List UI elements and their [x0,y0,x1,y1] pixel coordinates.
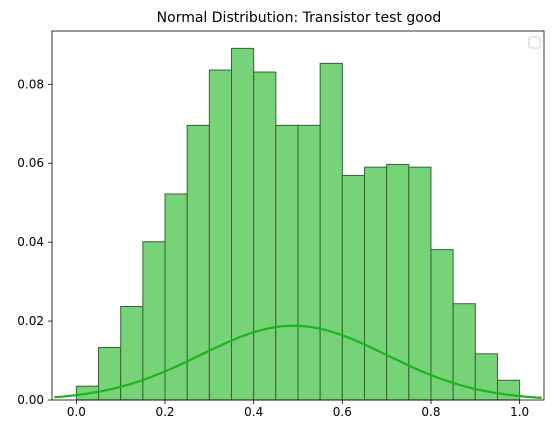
histogram-bar [363,166,388,401]
x-tick-label: 0.4 [244,405,263,419]
legend-box [528,36,541,49]
histogram-bar [496,379,521,401]
normal-curve-line [54,324,542,399]
histogram-bar [253,71,277,401]
x-tick-label: 0.6 [333,405,352,419]
x-axis: 0.0 0.2 0.4 0.6 0.8 1.0 [67,400,529,419]
histogram-bar [231,47,255,401]
x-tick-label: 0.0 [67,405,86,419]
histogram-bar [408,166,432,401]
y-tick-label: 0.02 [17,314,44,328]
chart-title: Normal Distribution: Transistor test goo… [157,10,442,26]
histogram-bars [75,47,521,401]
y-axis: 0.00 0.02 0.04 0.06 0.08 [17,77,52,407]
x-tick-label: 0.8 [421,405,440,419]
histogram-bar [341,174,365,401]
x-tick-label: 1.0 [510,405,529,419]
histogram-bar [275,124,299,401]
histogram-bar [297,124,321,401]
plot-area-frame [51,30,545,401]
y-tick-label: 0.06 [17,156,44,170]
y-tick-label: 0.00 [17,393,44,407]
y-tick-label: 0.08 [17,77,44,91]
normal-curve-layer [54,324,542,399]
y-tick-label: 0.04 [17,235,44,249]
histogram-bar [208,69,233,401]
x-tick-label: 0.2 [155,405,174,419]
histogram-bar [319,62,343,401]
